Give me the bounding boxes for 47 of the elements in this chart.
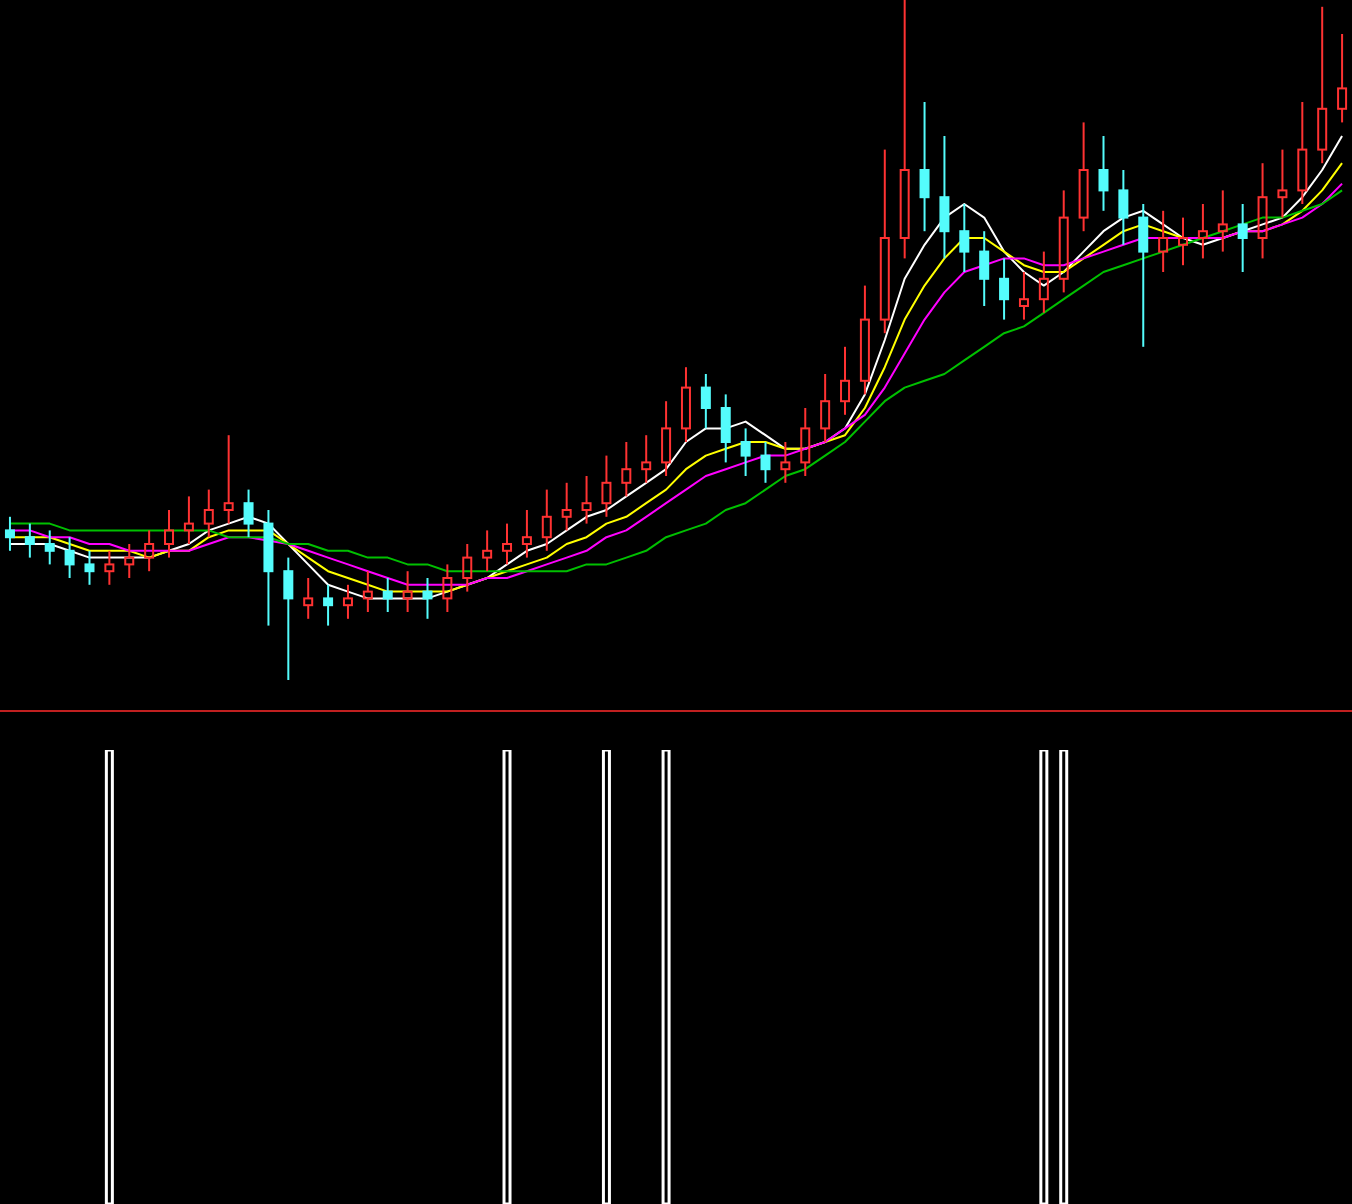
candlestick [700, 373, 711, 430]
candlestick [382, 577, 393, 613]
candlestick [641, 434, 652, 484]
candlestick [541, 488, 552, 552]
candlestick [183, 495, 194, 545]
candlestick [800, 407, 811, 477]
candlestick [661, 400, 672, 477]
candlestick [1277, 148, 1288, 219]
candlestick [1178, 216, 1189, 267]
candlestick [164, 509, 175, 559]
candlestick [1257, 162, 1268, 260]
candlestick [124, 543, 135, 579]
candlestick [303, 577, 314, 620]
candlestick [680, 366, 691, 443]
candlestick [601, 454, 612, 518]
candlestick [959, 203, 970, 273]
candlestick [462, 543, 473, 593]
candlestick [1158, 209, 1169, 273]
candlestick [1018, 271, 1029, 321]
candlestick [840, 345, 851, 416]
candlestick [223, 434, 234, 525]
candlestick [1098, 135, 1109, 212]
candlestick [760, 441, 771, 484]
candlestick [521, 509, 532, 559]
candlestick [1038, 250, 1049, 314]
candlestick [1237, 203, 1248, 273]
candlestick [581, 475, 592, 525]
candlestick [979, 230, 990, 307]
candlestick [1138, 203, 1149, 348]
candlestick [899, 0, 910, 260]
candlestick [402, 570, 413, 613]
candlestick [780, 441, 791, 484]
candlestick [64, 536, 75, 579]
candlestick [362, 570, 373, 613]
candlestick [422, 577, 433, 620]
candlestick [820, 373, 831, 443]
candlestick [919, 101, 930, 233]
candlestick [740, 427, 751, 477]
candlestick [720, 393, 731, 464]
candlestick [1197, 203, 1208, 260]
candlestick [999, 257, 1010, 321]
candlestick [939, 135, 950, 260]
candlestick [442, 563, 453, 613]
candlestick [1297, 101, 1308, 205]
candlestick [1118, 169, 1129, 246]
candlestick [1217, 189, 1228, 253]
candlestick [263, 509, 274, 627]
